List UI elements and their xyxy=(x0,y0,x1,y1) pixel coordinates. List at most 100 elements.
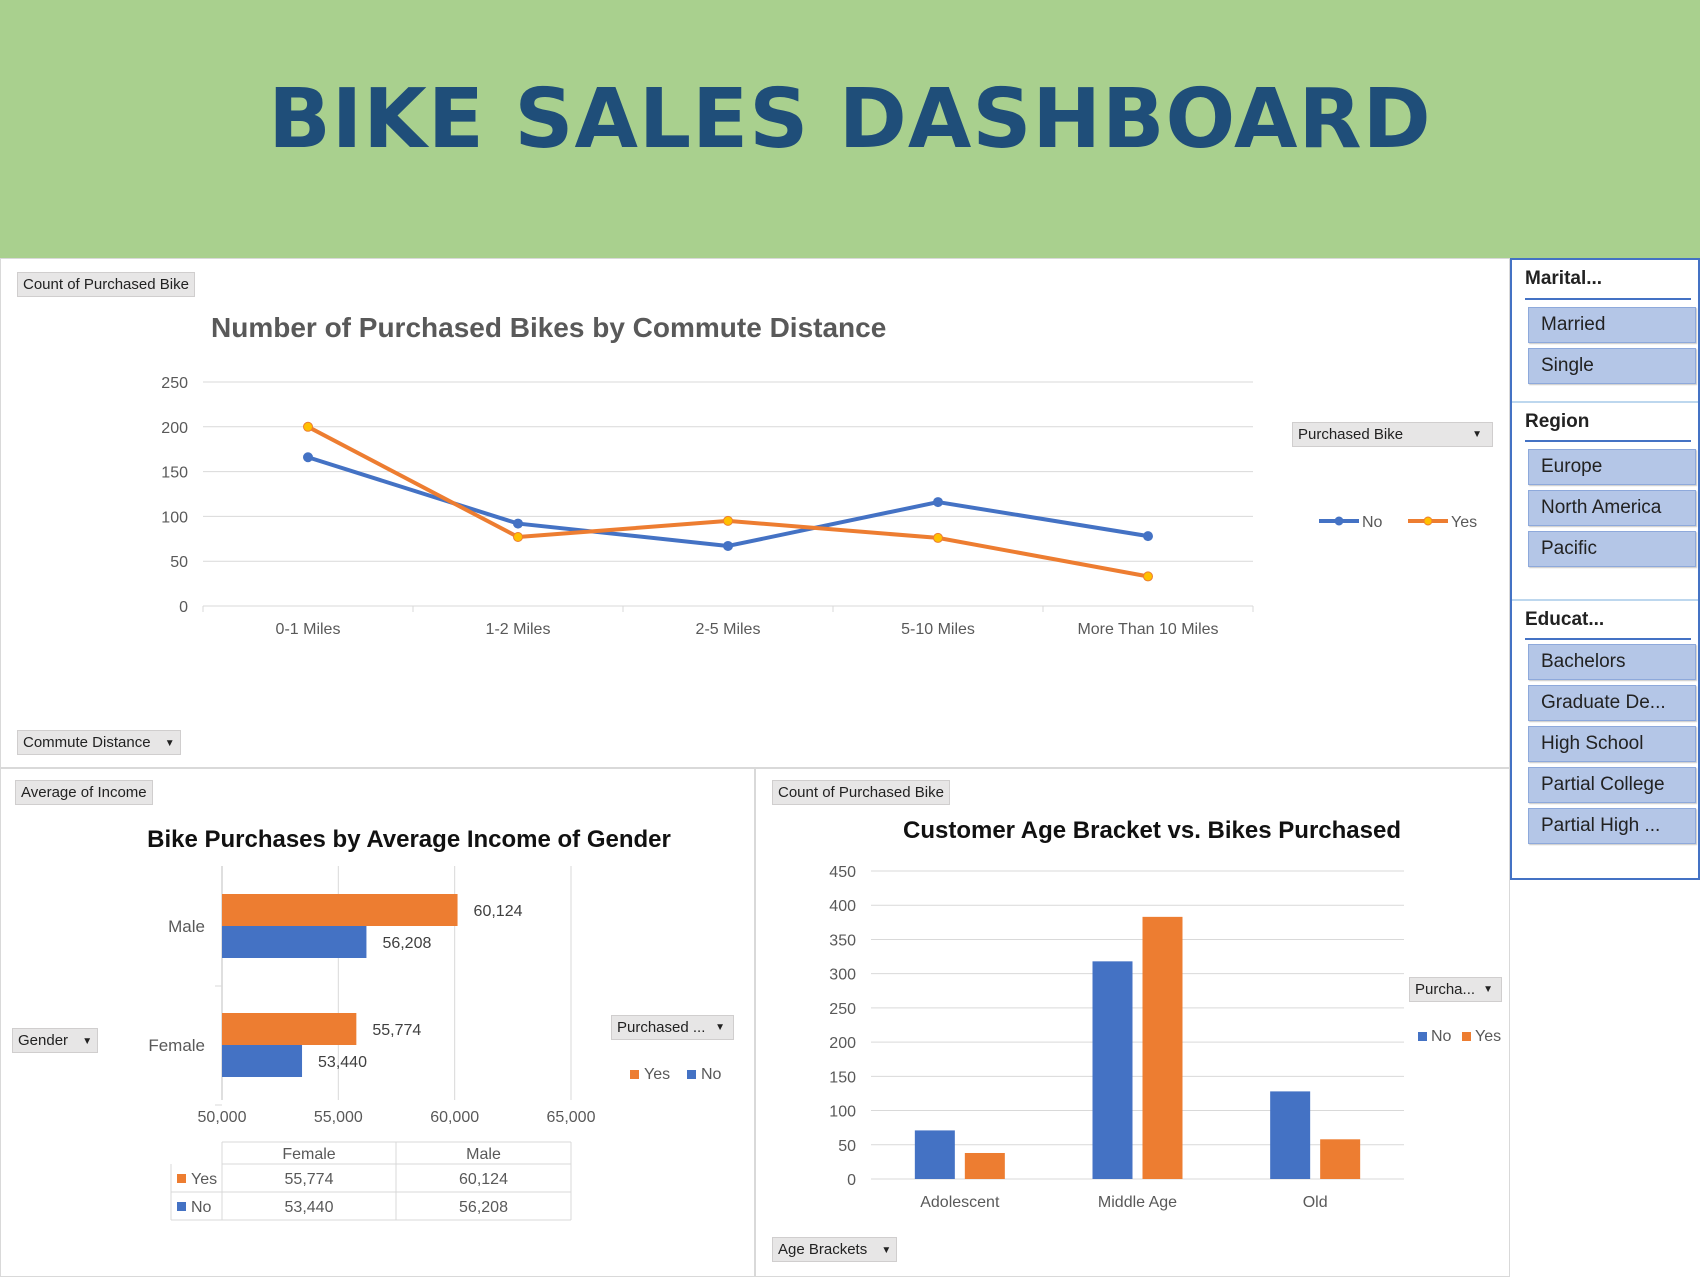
legend-swatch xyxy=(1418,1032,1427,1041)
slicer-item-married[interactable]: Married xyxy=(1528,307,1696,343)
line-legend-field-button[interactable]: Purchased Bike ▼ xyxy=(1292,422,1493,447)
slicer-item-high-school[interactable]: High School xyxy=(1528,726,1696,762)
y-tick-label: 200 xyxy=(829,1035,856,1052)
x-tick-label: 2-5 Miles xyxy=(696,621,761,638)
line-point xyxy=(513,518,523,529)
bar-data-label: 55,774 xyxy=(372,1022,421,1039)
bar-no-female xyxy=(222,1045,303,1077)
x-tick-label: Adolescent xyxy=(920,1194,1000,1211)
line-legend-field-label: Purchased Bike xyxy=(1298,426,1404,443)
y-tick-label: 350 xyxy=(829,932,856,949)
x-tick-label: 55,000 xyxy=(314,1109,363,1126)
slicer-divider xyxy=(1512,599,1698,601)
chevron-down-icon: ▼ xyxy=(881,1245,892,1256)
line-series-yes xyxy=(307,425,1149,579)
legend-label: Yes xyxy=(644,1066,670,1083)
slicer-region-title: Region xyxy=(1525,411,1590,432)
y-tick-label: 50 xyxy=(838,1138,856,1155)
bar-data-label: 56,208 xyxy=(382,935,431,952)
column-chart-panel: Count of Purchased Bike Purcha... ▼ Age … xyxy=(755,768,1510,1277)
line-series-no xyxy=(307,455,1149,548)
table-cell: 55,774 xyxy=(285,1171,334,1188)
slicer-item-europe[interactable]: Europe xyxy=(1528,449,1696,485)
bar-axis-field-button[interactable]: Gender ▼ xyxy=(12,1028,99,1053)
line-point xyxy=(1143,571,1153,582)
line-point xyxy=(933,497,943,508)
bar-yes-female xyxy=(222,1013,357,1045)
bar-no-male xyxy=(222,926,367,958)
line-value-field-button[interactable]: Count of Purchased Bike xyxy=(17,272,195,297)
slicer-marital-rule xyxy=(1525,298,1691,300)
table-header: Male xyxy=(466,1146,501,1163)
y-tick-label: 250 xyxy=(161,375,188,392)
y-tick-label: 250 xyxy=(829,1001,856,1018)
legend-label: Yes xyxy=(1451,514,1477,531)
bar-legend-field-button[interactable]: Purchased ... ▼ xyxy=(611,1015,734,1040)
y-category-label: Male xyxy=(168,917,205,936)
line-chart-panel: Count of Purchased Bike Purchased Bike ▼… xyxy=(0,258,1510,768)
chevron-down-icon: ▼ xyxy=(715,1022,725,1033)
legend-marker xyxy=(1423,516,1433,526)
slicer-region-rule xyxy=(1525,440,1691,442)
y-tick-label: 100 xyxy=(829,1104,856,1121)
slicer-pane: Marital... Married Single Region Europe … xyxy=(1510,258,1700,880)
y-tick-label: 150 xyxy=(829,1069,856,1086)
column-value-field-button[interactable]: Count of Purchased Bike xyxy=(772,780,950,805)
bar-yes-male xyxy=(222,894,458,926)
dashboard-title: BIKE SALES DASHBOARD xyxy=(268,72,1432,167)
column-no-old xyxy=(1270,1091,1311,1179)
column-no-middle-age xyxy=(1092,961,1133,1179)
bar-data-label: 53,440 xyxy=(318,1054,367,1071)
line-point xyxy=(513,532,523,543)
table-legend-key xyxy=(177,1202,186,1211)
slicer-item-partial-high-school[interactable]: Partial High ... xyxy=(1528,808,1696,844)
y-tick-label: 400 xyxy=(829,898,856,915)
x-tick-label: 50,000 xyxy=(198,1109,247,1126)
table-row-label: Yes xyxy=(191,1171,217,1188)
column-value-field-label: Count of Purchased Bike xyxy=(778,784,944,801)
y-tick-label: 0 xyxy=(179,599,188,616)
slicer-education-title: Educat... xyxy=(1525,609,1605,630)
line-chart-title: Number of Purchased Bikes by Commute Dis… xyxy=(211,312,886,343)
slicer-divider xyxy=(1512,401,1698,403)
slicer-item-bachelors[interactable]: Bachelors xyxy=(1528,644,1696,680)
line-point xyxy=(723,515,733,526)
slicer-item-single[interactable]: Single xyxy=(1528,348,1696,384)
x-tick-label: More Than 10 Miles xyxy=(1077,621,1218,638)
x-tick-label: 5-10 Miles xyxy=(901,621,975,638)
x-tick-label: 65,000 xyxy=(547,1109,596,1126)
column-legend-field-button[interactable]: Purcha... ▼ xyxy=(1409,977,1502,1002)
bar-value-field-button[interactable]: Average of Income xyxy=(15,780,153,805)
column-no-adolescent xyxy=(914,1130,955,1179)
slicer-marital-title: Marital... xyxy=(1525,268,1603,289)
column-yes-old xyxy=(1320,1139,1361,1179)
y-tick-label: 150 xyxy=(161,465,188,482)
slicer-item-north-america[interactable]: North America xyxy=(1528,490,1696,526)
y-category-label: Female xyxy=(148,1036,205,1055)
line-axis-field-label: Commute Distance xyxy=(23,734,151,751)
bar-value-field-label: Average of Income xyxy=(21,784,147,801)
column-legend-field-label: Purcha... xyxy=(1415,981,1476,998)
slicer-item-pacific[interactable]: Pacific xyxy=(1528,531,1696,567)
slicer-item-partial-college[interactable]: Partial College xyxy=(1528,767,1696,803)
column-chart-title: Customer Age Bracket vs. Bikes Purchased xyxy=(903,817,1401,844)
table-row-label: No xyxy=(191,1199,212,1216)
chevron-down-icon: ▼ xyxy=(164,738,175,749)
y-tick-label: 0 xyxy=(847,1172,856,1189)
x-tick-label: Old xyxy=(1303,1194,1328,1211)
slicer-item-graduate-degree[interactable]: Graduate De... xyxy=(1528,685,1696,721)
line-point xyxy=(1143,531,1153,542)
bar-axis-field-label: Gender xyxy=(18,1032,69,1049)
bar-legend-field-label: Purchased ... xyxy=(617,1019,706,1036)
x-tick-label: 60,000 xyxy=(430,1109,479,1126)
column-yes-middle-age xyxy=(1142,916,1183,1179)
legend-label: No xyxy=(1362,514,1383,531)
line-axis-field-button[interactable]: Commute Distance ▼ xyxy=(17,730,181,755)
chevron-down-icon: ▼ xyxy=(1472,429,1482,440)
chevron-down-icon: ▼ xyxy=(82,1036,93,1047)
chevron-down-icon: ▼ xyxy=(1483,984,1493,995)
column-axis-field-button[interactable]: Age Brackets ▼ xyxy=(772,1237,898,1262)
column-yes-adolescent xyxy=(964,1152,1005,1179)
x-tick-label: Middle Age xyxy=(1098,1194,1177,1211)
column-chart: Customer Age Bracket vs. Bikes Purchased… xyxy=(829,817,1501,1211)
